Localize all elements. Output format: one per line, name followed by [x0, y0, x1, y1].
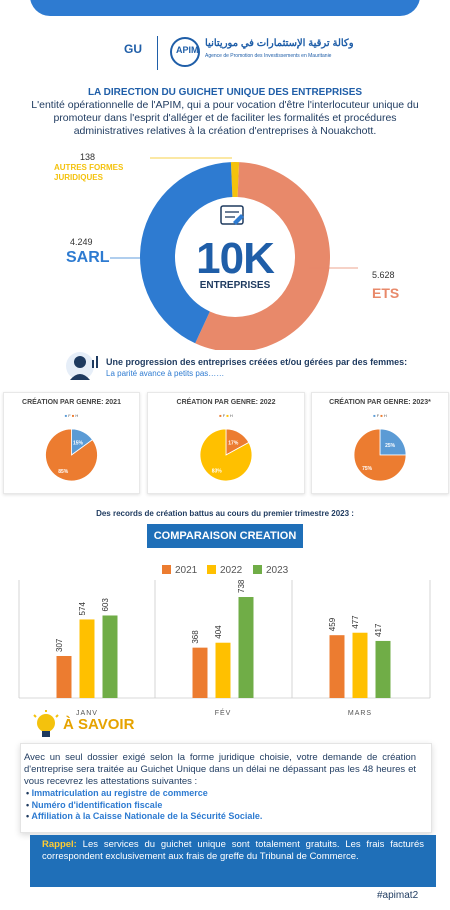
rappel-label: Rappel:: [42, 839, 77, 850]
gender-pie-2022: 17% 83%: [199, 428, 253, 482]
bar-mars-2021: [329, 635, 345, 698]
gender-pie-2023: 25% 75%: [353, 428, 407, 482]
bar-value-label: 368: [191, 630, 200, 644]
legend-2023: 2023: [253, 565, 288, 576]
attestation-item: Affiliation à la Caisse Nationale de la …: [26, 811, 262, 823]
legend-2023-label: 2023: [266, 565, 289, 576]
slice-label-f: 25%: [385, 443, 396, 449]
gender-legend-2021: ■ F ■ H: [64, 413, 79, 418]
gender-card-2023: CRÉATION PAR GENRE: 2023* ■ F ■ H 25% 75%: [311, 392, 449, 494]
records-heading: Des records de création battus au cours …: [96, 509, 354, 518]
legend-f: F: [376, 413, 380, 418]
woman-icon: [66, 352, 98, 380]
bar-mars-2023: [375, 640, 391, 698]
ets-value: 5.628: [372, 270, 395, 280]
agency-arabic-name: وكالة ترقية الإستثمارات في موريتانيا: [205, 38, 354, 49]
slice-h: [199, 428, 253, 482]
bar-value-label: 307: [55, 638, 64, 652]
top-banner: [30, 0, 420, 16]
gender-legend-2022: ■ F ■ H: [219, 413, 233, 418]
gender-title-2022: CRÉATION PAR GENRE: 2022: [176, 399, 276, 406]
slice-label-h: 83%: [212, 469, 223, 475]
legend-h: H: [75, 413, 79, 418]
bar-janv-2021: [56, 655, 72, 698]
attestations-list: Immatriculation au registre de commerce …: [26, 788, 262, 823]
enterprises-total: 10K: [196, 234, 275, 283]
savoir-title: À SAVOIR: [63, 716, 135, 733]
logo-divider: [157, 36, 158, 70]
gender-title-2023: CRÉATION PAR GENRE: 2023*: [329, 399, 431, 406]
legend-f: F: [68, 413, 71, 418]
legend-h: H: [229, 413, 233, 418]
slice-f: [379, 428, 407, 456]
attestation-item: Numéro d'identification fiscale: [26, 800, 262, 812]
legend-2022: 2022: [207, 565, 242, 576]
bar-value-label: 404: [214, 625, 223, 639]
slice-label-f: 17%: [228, 441, 239, 447]
autres-label: AUTRES FORMES JURIDIQUES: [54, 163, 124, 182]
gender-card-2022: CRÉATION PAR GENRE: 2022 ■ F ■ H 17% 83%: [147, 392, 305, 494]
legend-2021: 2021: [162, 565, 197, 576]
legend-h: H: [383, 413, 387, 418]
legend-f: F: [222, 413, 226, 418]
gender-card-2021: CRÉATION PAR GENRE: 2021 ■ F ■ H 15% 85%: [3, 392, 140, 494]
gender-title-2021: CRÉATION PAR GENRE: 2021: [22, 399, 121, 406]
savoir-text: Avec un seul dossier exigé selon la form…: [24, 752, 416, 787]
bar-value-label: 417: [374, 623, 383, 637]
bar-value-label: 738: [237, 580, 246, 593]
legend-2021-label: 2021: [175, 565, 198, 576]
gu-logo: GU: [124, 42, 142, 56]
x-tick-janv: JANV: [76, 710, 98, 717]
direction-title: LA DIRECTION DU GUICHET UNIQUE DES ENTRE…: [87, 87, 363, 98]
x-tick-mars: MARS: [348, 710, 372, 717]
agency-name: Agence de Promotion des Investissements …: [205, 53, 332, 59]
slice-h: [353, 428, 407, 482]
enterprises-total-label: ENTREPRISES: [199, 280, 271, 291]
attestation-item: Immatriculation au registre de commerce: [26, 788, 262, 800]
bar-value-label: 459: [328, 617, 337, 631]
slice-label-h: 85%: [58, 469, 69, 475]
comparaison-bar-chart: 307 574 603 JANV 368 404 738 FÉV 459 477 417 MARS: [18, 580, 431, 717]
legend-2022-label: 2022: [220, 565, 243, 576]
bar-fév-2022: [215, 642, 231, 698]
autres-value: 138: [80, 152, 96, 162]
bar-janv-2023: [102, 615, 118, 698]
slice-ets: [195, 162, 330, 350]
direction-description: L'entité opérationnelle de l'APIM, qui a…: [31, 99, 419, 137]
slice-autres: [230, 162, 240, 198]
comparaison-title: COMPARAISON CREATION: [147, 524, 303, 548]
enterprises-donut-chart: [110, 157, 358, 350]
gender-pie-2021: 15% 85%: [45, 428, 98, 482]
apim-logo-circle: [170, 37, 200, 67]
slice-label-h: 75%: [362, 466, 373, 472]
sarl-value: 4.249: [70, 237, 93, 247]
bar-value-label: 574: [78, 602, 87, 616]
progression-title: Une progression des entreprises créées e…: [106, 357, 408, 367]
slice-sarl: [139, 162, 233, 344]
bar-value-label: 477: [351, 615, 360, 629]
bar-value-label: 603: [101, 598, 110, 612]
x-tick-fév: FÉV: [215, 708, 232, 717]
ets-label: ETS: [372, 285, 400, 301]
bar-fév-2021: [192, 647, 208, 698]
bar-janv-2022: [79, 619, 95, 698]
apim-logo-text: APIM: [176, 45, 199, 55]
bar-mars-2022: [352, 632, 368, 698]
document-icon: [220, 205, 244, 225]
gender-legend-2023: ■ F ■ H: [373, 413, 387, 418]
slice-h: [45, 428, 98, 482]
bar-fév-2023: [238, 597, 254, 698]
rappel-box: Rappel: Les services du guichet unique s…: [30, 835, 436, 887]
sarl-label: SARL: [66, 249, 110, 266]
hashtag: #apimat2: [377, 890, 419, 901]
slice-label-f: 15%: [73, 440, 84, 446]
progression-subtitle: La parité avance à petits pas……: [106, 369, 225, 378]
rappel-text: Les services du guichet unique sont tota…: [42, 839, 424, 862]
lightbulb-icon: [33, 710, 59, 737]
